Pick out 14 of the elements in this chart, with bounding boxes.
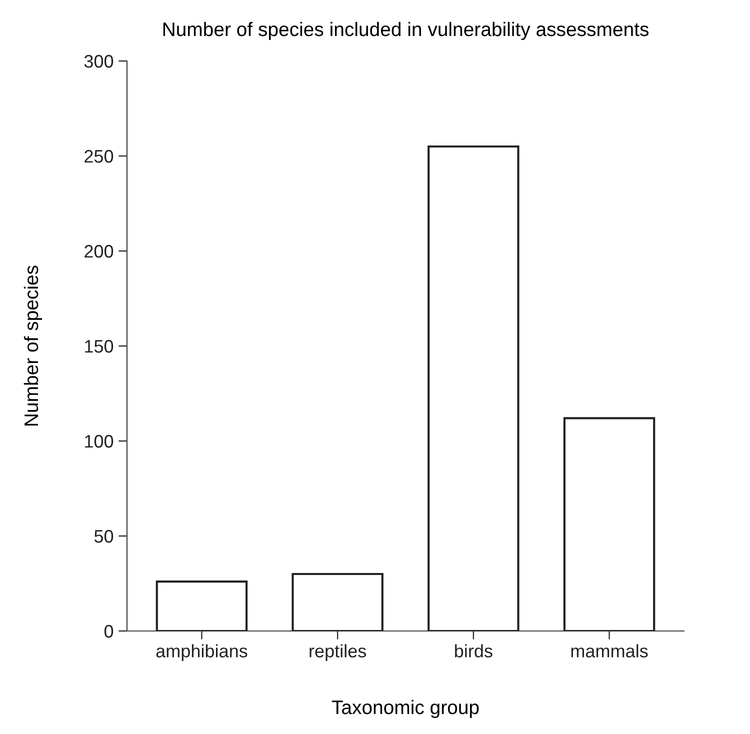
y-tick-label: 250 (84, 150, 114, 163)
y-tick-label: 50 (94, 530, 114, 543)
y-axis-title: Number of species (24, 266, 42, 426)
y-tick-label: 100 (85, 434, 114, 448)
x-tick-label: birds (455, 644, 492, 658)
x-axis-title: Taxonomic group (332, 700, 479, 718)
y-tick-label: 200 (84, 244, 114, 258)
chart-title: Number of species included in vulnerability assessments (163, 22, 649, 40)
y-tick-label: 0 (104, 624, 114, 638)
x-tick-label: reptiles (310, 644, 366, 662)
x-tick-label: mammals (571, 644, 648, 658)
x-tick-label: amphibians (156, 644, 248, 662)
y-tick-label: 150 (85, 340, 114, 353)
y-tick-label: 300 (84, 54, 114, 68)
